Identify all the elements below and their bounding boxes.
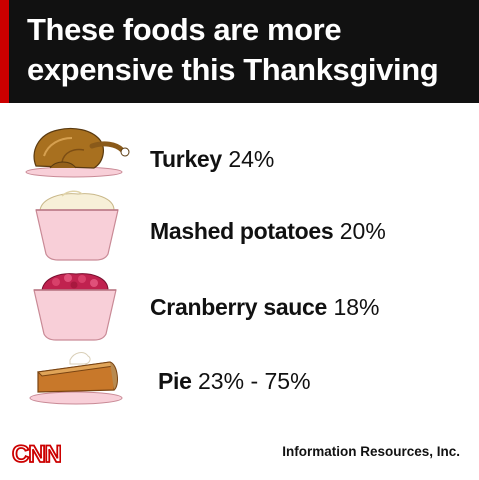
header-banner: These foods are more expensive this Than… <box>0 0 479 103</box>
cnn-logo-text: CNN <box>12 441 61 468</box>
item-label-turkey: Turkey 24% <box>150 144 274 174</box>
item-name: Cranberry sauce <box>150 294 328 320</box>
mashed-potatoes-bowl-icon <box>35 190 119 261</box>
item-value: 18% <box>333 294 380 320</box>
list-item-cranberry-sauce: Cranberry sauce 18% <box>0 266 479 344</box>
item-label-mashed-potatoes: Mashed potatoes 20% <box>150 216 386 246</box>
list-item-mashed-potatoes: Mashed potatoes 20% <box>0 186 479 264</box>
list-item-pie: Pie 23% - 75% <box>0 344 479 410</box>
cnn-logo-icon: CNN <box>11 440 63 469</box>
header-accent-bar <box>0 0 9 103</box>
page-title: These foods are more expensive this Than… <box>27 12 439 87</box>
cranberry-sauce-bowl-icon <box>33 273 117 341</box>
item-label-cranberry-sauce: Cranberry sauce 18% <box>150 292 379 322</box>
item-name: Mashed potatoes <box>150 218 334 244</box>
source-credit: Information Resources, Inc. <box>282 444 460 459</box>
cnn-logo: CNN <box>11 438 63 473</box>
list-item-turkey: Turkey 24% <box>0 112 479 182</box>
item-value: 20% <box>339 218 386 244</box>
item-value: 23% - 75% <box>198 368 311 394</box>
item-name: Turkey <box>150 146 222 172</box>
item-label-pie: Pie 23% - 75% <box>158 366 311 396</box>
item-name: Pie <box>158 368 192 394</box>
item-value: 24% <box>228 146 275 172</box>
pie-slice-icon <box>29 352 123 405</box>
turkey-icon <box>25 127 130 178</box>
